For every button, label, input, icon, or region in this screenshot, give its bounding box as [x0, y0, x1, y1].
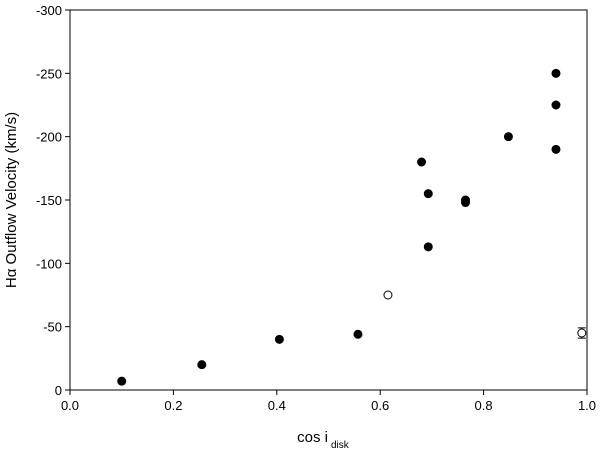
data-point [197, 360, 207, 370]
y-axis-label: Hα Outflow Velocity (km/s) [3, 112, 20, 288]
y-tick-label: -200 [36, 130, 62, 145]
data-point [117, 376, 127, 386]
y-tick-label: -150 [36, 193, 62, 208]
data-point [383, 290, 393, 300]
x-tick-label: 1.0 [578, 398, 596, 413]
y-tick-label: -50 [43, 320, 62, 335]
y-tick-label: -250 [36, 66, 62, 81]
y-tick-label: -100 [36, 256, 62, 271]
plot-frame [69, 9, 588, 391]
x-tick-label: 0.4 [268, 398, 286, 413]
x-axis-label: cos i [297, 429, 328, 446]
data-point [503, 132, 513, 142]
data-point [423, 242, 433, 252]
y-tick-label: 0 [55, 383, 62, 398]
x-tick-label: 0.6 [371, 398, 389, 413]
data-point [423, 189, 433, 199]
x-axis-label-subscript: disk [331, 440, 350, 451]
data-point [417, 157, 427, 167]
data-point [461, 198, 471, 208]
data-point [274, 334, 284, 344]
x-tick-label: 0.8 [475, 398, 493, 413]
data-point [551, 68, 561, 78]
data-point [353, 329, 363, 339]
data-point [551, 144, 561, 154]
data-point [577, 328, 587, 338]
x-tick-label: 0.0 [61, 398, 79, 413]
x-tick-label: 0.2 [164, 398, 182, 413]
data-point [551, 100, 561, 110]
y-tick-label: -300 [36, 3, 62, 18]
